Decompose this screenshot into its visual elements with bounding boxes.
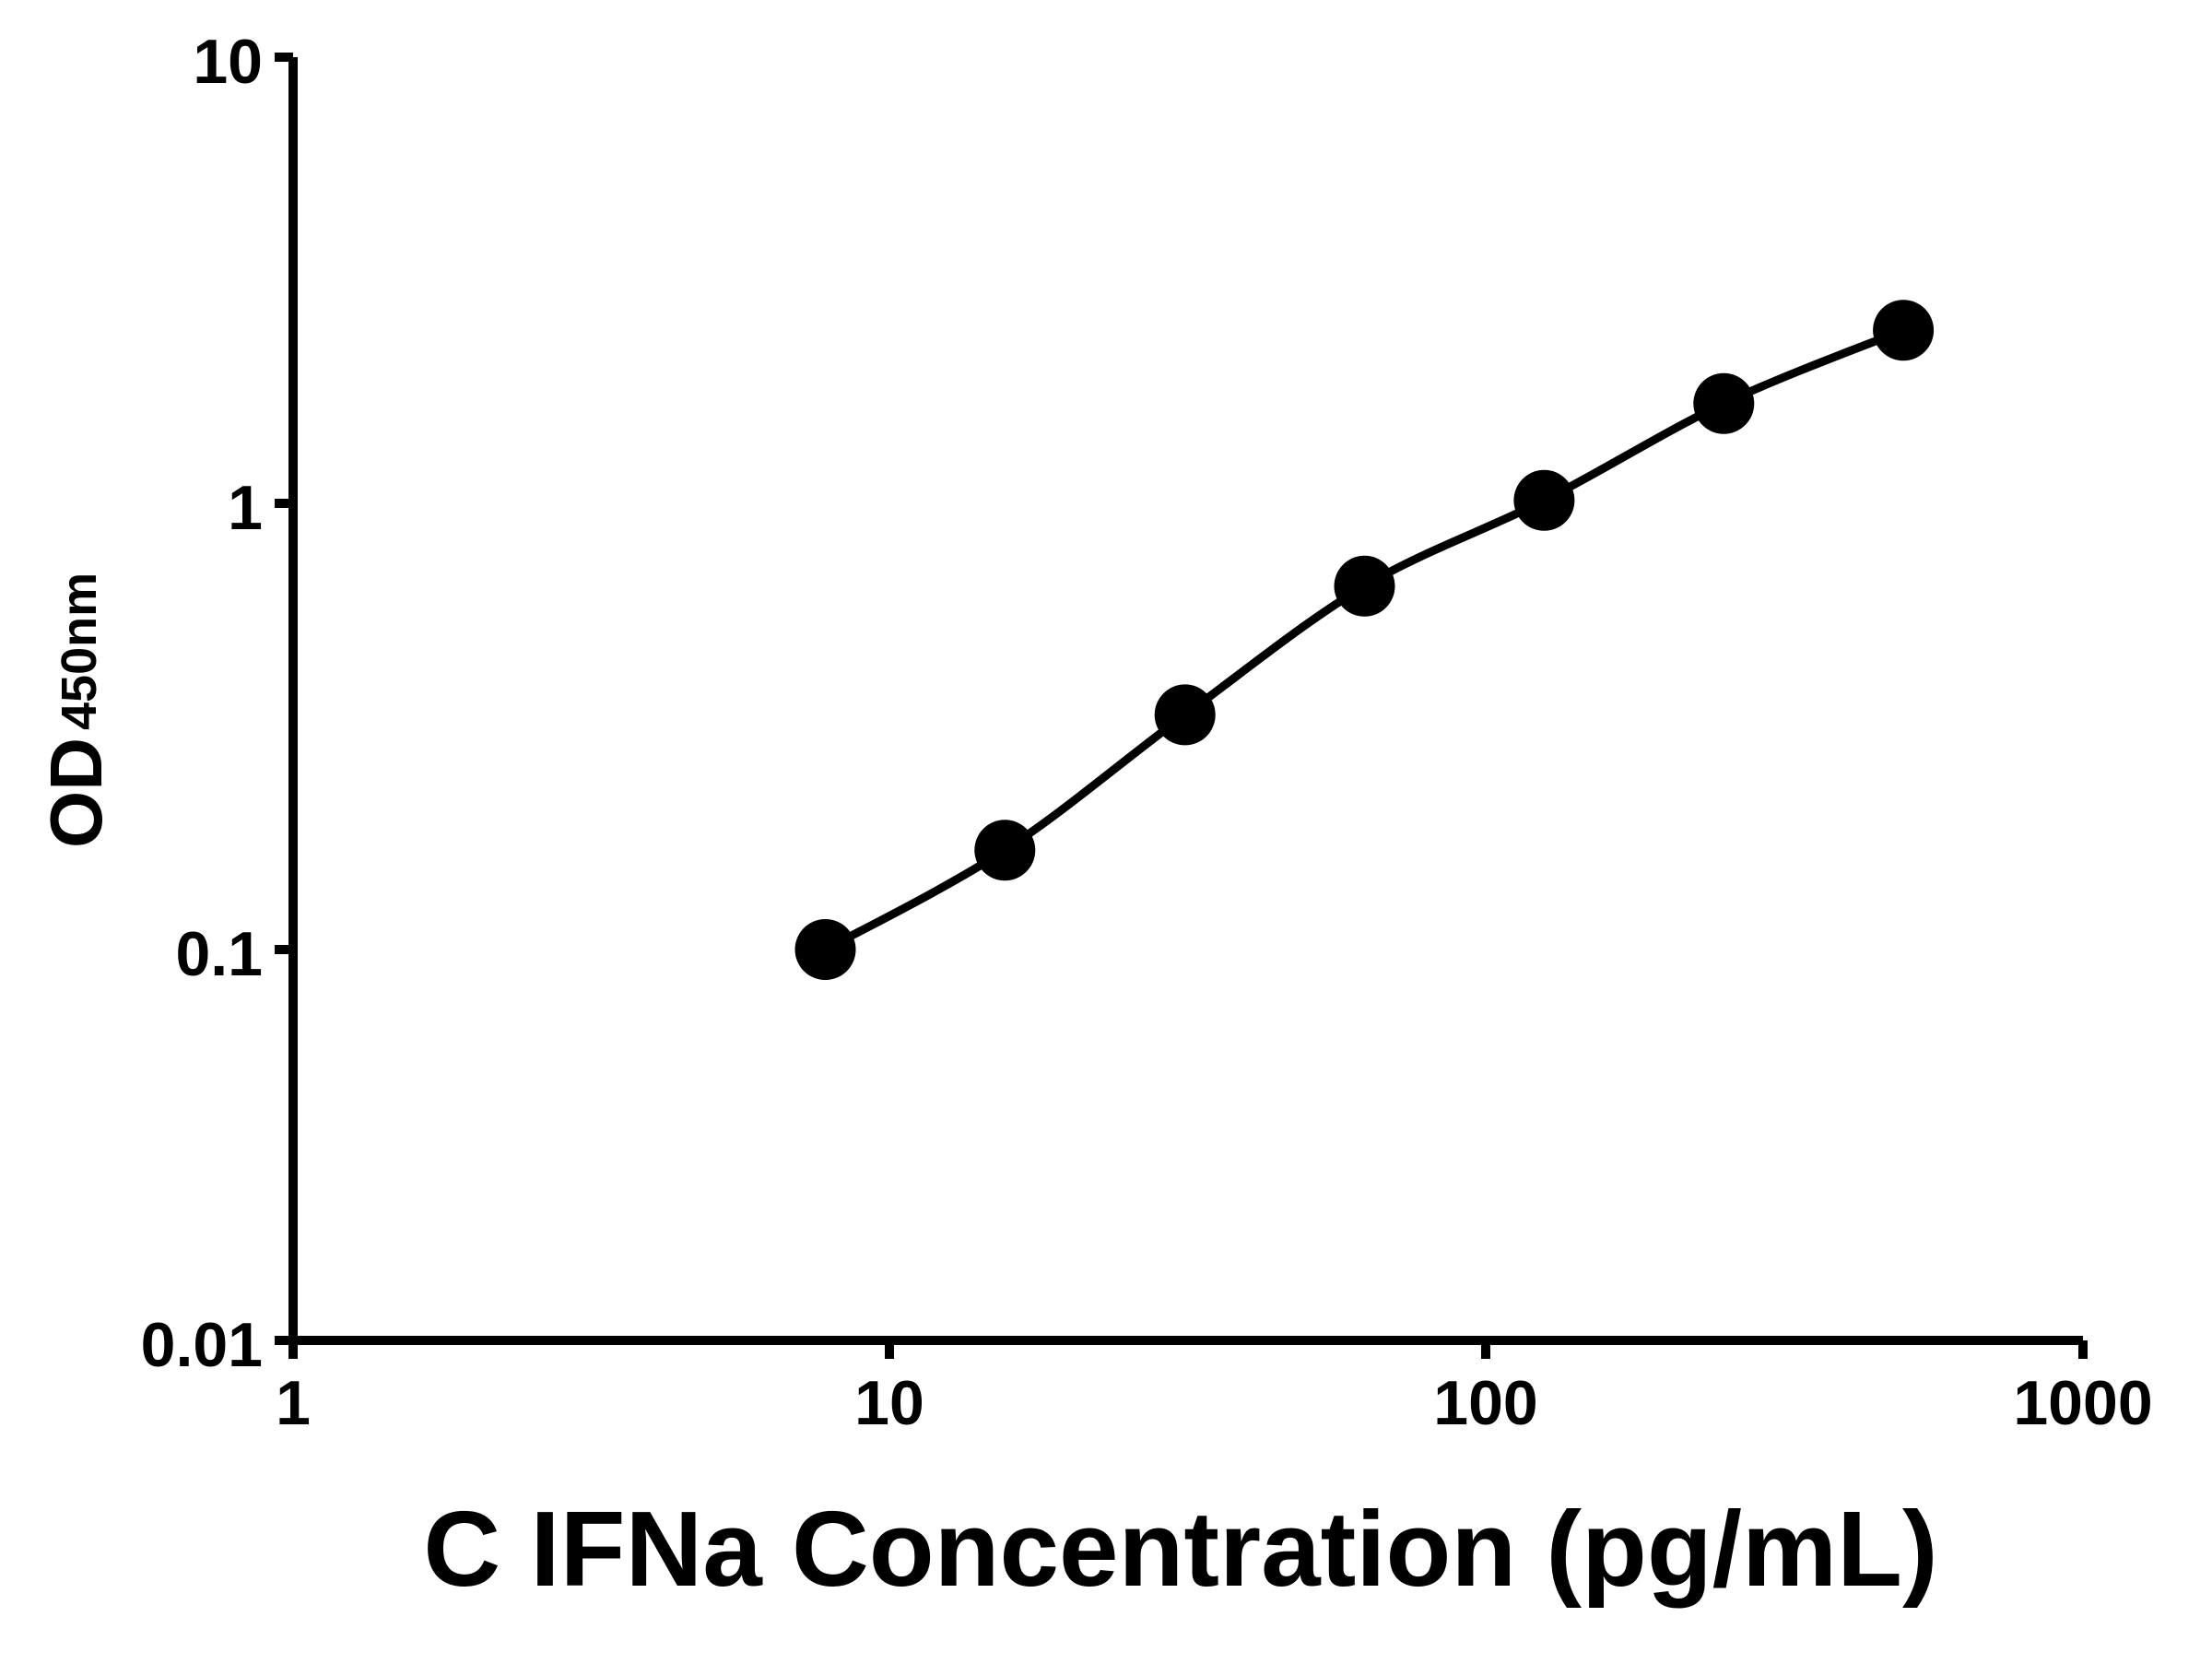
svg-text:1000: 1000 [2013, 1368, 2152, 1438]
svg-text:450nm: 450nm [52, 572, 107, 730]
svg-text:1: 1 [228, 473, 263, 543]
svg-text:10: 10 [193, 27, 263, 97]
svg-text:1: 1 [276, 1368, 311, 1438]
svg-text:100: 100 [1433, 1368, 1537, 1438]
svg-text:10: 10 [854, 1368, 924, 1438]
svg-text:C IFNa Concentration (pg/mL): C IFNa Concentration (pg/mL) [423, 1489, 1937, 1609]
svg-text:0.1: 0.1 [175, 919, 263, 989]
svg-text:0.01: 0.01 [141, 1310, 263, 1380]
svg-text:OD: OD [35, 738, 117, 848]
